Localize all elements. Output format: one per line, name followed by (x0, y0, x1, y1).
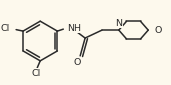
Text: O: O (74, 58, 81, 67)
Text: Cl: Cl (32, 69, 41, 78)
Text: NH: NH (67, 24, 81, 33)
Text: O: O (154, 26, 162, 35)
Text: Cl: Cl (1, 24, 10, 33)
Text: N: N (115, 19, 122, 28)
